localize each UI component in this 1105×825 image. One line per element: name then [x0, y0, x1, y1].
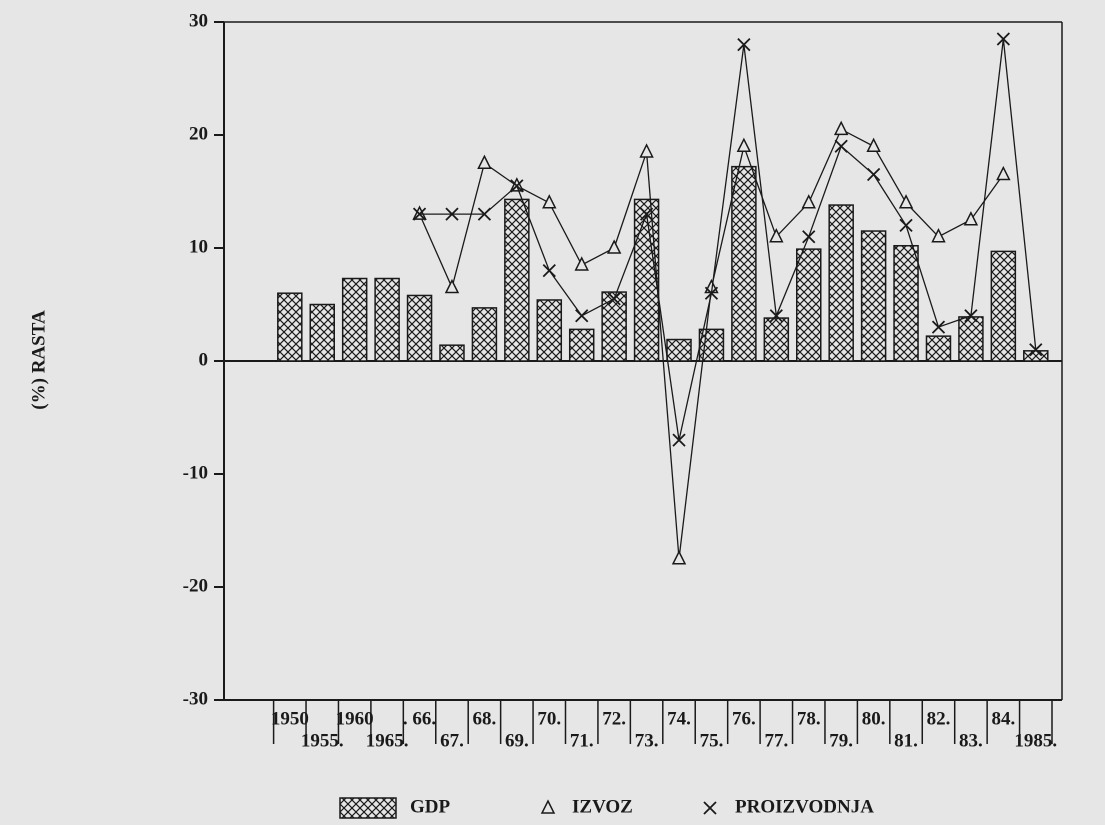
proizvodnja-marker — [996, 32, 1010, 46]
x-tick-label: 1960 — [336, 708, 374, 729]
x-tick-label: 1985. — [1014, 730, 1057, 751]
x-tick-label: 81. — [894, 730, 918, 751]
x-tick-label: 84. — [991, 708, 1015, 729]
x-tick-label: 76. — [732, 708, 756, 729]
x-tick-label: 69. — [505, 730, 529, 751]
gdp-bar — [860, 230, 887, 362]
x-tick-label: 83. — [959, 730, 983, 751]
x-tick-label: 77. — [764, 730, 788, 751]
x-tick-label: 71. — [570, 730, 594, 751]
proizvodnja-marker — [672, 433, 686, 447]
gdp-bar — [796, 248, 822, 362]
izvoz-marker — [866, 137, 881, 153]
proizvodnja-marker — [477, 207, 492, 221]
y-tick-label: 10 — [189, 236, 208, 257]
x-tick-label: 74. — [667, 708, 691, 729]
gdp-bar — [601, 291, 627, 362]
y-tick-label: 20 — [189, 123, 208, 144]
proizvodnja-marker — [412, 207, 427, 221]
gdp-bar — [406, 294, 433, 362]
izvoz-marker — [574, 256, 589, 271]
x-tick-label: 70. — [537, 708, 561, 729]
y-tick-label: -10 — [183, 462, 208, 483]
legend-label: GDP — [410, 796, 451, 817]
x-tick-label: 1955. — [301, 730, 344, 751]
gdp-bar — [471, 307, 498, 362]
izvoz-marker — [477, 154, 492, 169]
y-tick-label: -30 — [183, 688, 208, 709]
gdp-bar — [763, 317, 790, 362]
izvoz-marker — [801, 194, 816, 209]
x-tick-label: 75. — [700, 730, 724, 751]
x-tick-label: 78. — [797, 708, 821, 729]
series-line — [419, 38, 1037, 441]
proizvodnja-marker — [704, 286, 719, 300]
x-tick-label: 80. — [862, 708, 886, 729]
x-tick-label: 1965. — [366, 730, 409, 751]
proizvodnja-marker — [737, 37, 751, 52]
y-axis-label: (%) RASTA — [28, 310, 49, 410]
legend-label: IZVOZ — [572, 796, 633, 817]
gdp-bar — [568, 328, 595, 362]
proizvodnja-marker — [964, 309, 978, 323]
gdp-bar — [893, 244, 919, 362]
proizvodnja-marker — [510, 179, 524, 193]
legend-label: PROIZVODNJA — [735, 796, 874, 817]
gdp-bar — [374, 277, 400, 362]
legend-swatch — [540, 799, 556, 814]
proizvodnja-marker — [866, 167, 881, 182]
izvoz-marker — [769, 228, 784, 243]
gdp-bar — [990, 250, 1017, 362]
izvoz-marker — [671, 550, 687, 565]
gdp-bar — [666, 338, 692, 362]
x-tick-label: 72. — [602, 708, 626, 729]
gdp-bar — [1023, 350, 1049, 362]
proizvodnja-marker — [607, 292, 621, 306]
izvoz-marker — [444, 278, 460, 294]
y-tick-label: 30 — [189, 10, 208, 31]
izvoz-marker — [833, 120, 849, 136]
proizvodnja-marker — [931, 320, 946, 334]
gdp-bar — [504, 198, 530, 362]
gdp-bar — [958, 316, 984, 362]
x-tick-label: 1950 — [271, 708, 309, 729]
gdp-bar — [828, 204, 854, 362]
izvoz-marker — [542, 194, 557, 209]
proizvodnja-marker — [542, 263, 556, 278]
proizvodnja-marker — [899, 218, 913, 233]
proizvodnja-marker — [834, 139, 848, 153]
proizvodnja-marker — [445, 207, 459, 221]
izvoz-marker — [931, 228, 946, 243]
izvoz-marker — [996, 165, 1011, 181]
y-tick-label: 0 — [199, 349, 209, 370]
proizvodnja-marker — [575, 309, 589, 323]
proizvodnja-marker — [639, 207, 654, 221]
x-tick-label: 82. — [927, 708, 951, 729]
izvoz-marker — [898, 194, 914, 209]
x-tick-label: 73. — [635, 730, 659, 751]
x-tick-label: 67. — [440, 730, 464, 751]
gdp-bar — [277, 292, 303, 362]
gdp-bar — [309, 303, 335, 362]
izvoz-marker — [639, 143, 654, 158]
x-tick-label: . 66. — [403, 708, 436, 729]
gdp-bar — [925, 335, 952, 362]
proizvodnja-marker — [802, 230, 816, 244]
legend-swatch — [339, 797, 397, 819]
legend-swatch — [703, 801, 717, 815]
gdp-bar — [633, 198, 660, 362]
izvoz-marker — [963, 211, 979, 226]
proizvodnja-marker — [769, 309, 783, 323]
gdp-bar — [341, 277, 368, 362]
proizvodnja-marker — [1029, 343, 1043, 357]
izvoz-marker — [606, 239, 622, 254]
gdp-bar — [731, 165, 757, 362]
gdp-bar — [536, 299, 563, 362]
x-tick-label: 79. — [829, 730, 853, 751]
x-tick-label: 68. — [473, 708, 497, 729]
y-tick-label: -20 — [183, 575, 208, 596]
izvoz-marker — [736, 137, 752, 153]
gdp-bar — [439, 344, 465, 362]
